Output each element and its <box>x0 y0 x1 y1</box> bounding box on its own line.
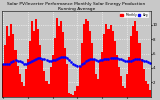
Bar <box>54 38 56 96</box>
Bar <box>138 43 140 96</box>
Bar <box>91 43 93 96</box>
Bar <box>140 59 143 96</box>
Bar <box>72 95 74 96</box>
Bar <box>12 34 14 96</box>
Bar <box>14 50 16 96</box>
Bar <box>134 21 136 96</box>
Bar <box>124 88 126 96</box>
Bar <box>62 32 64 96</box>
Bar <box>29 41 31 96</box>
Bar <box>4 45 6 96</box>
Bar <box>136 31 138 96</box>
Bar <box>120 76 122 96</box>
Bar <box>10 24 12 96</box>
Bar <box>6 26 8 96</box>
Bar <box>27 59 29 96</box>
Bar <box>97 79 99 96</box>
Bar <box>56 18 58 96</box>
Bar <box>58 26 60 96</box>
Bar <box>50 67 52 96</box>
Bar <box>70 94 72 96</box>
Bar <box>35 19 37 96</box>
Bar <box>64 48 66 96</box>
Bar <box>116 55 118 96</box>
Bar <box>118 67 120 96</box>
Bar <box>60 21 62 96</box>
Bar <box>143 69 145 96</box>
Bar <box>25 69 27 96</box>
Bar <box>103 34 105 96</box>
Bar <box>37 29 39 96</box>
Bar <box>126 74 128 96</box>
Bar <box>52 55 54 96</box>
Legend: Monthly, Avg: Monthly, Avg <box>120 12 149 18</box>
Bar <box>21 82 23 96</box>
Bar <box>79 66 81 96</box>
Bar <box>89 31 91 96</box>
Bar <box>122 86 124 96</box>
Bar <box>112 31 114 96</box>
Bar <box>8 36 10 96</box>
Bar <box>87 21 89 96</box>
Bar <box>68 93 70 96</box>
Bar <box>99 61 101 96</box>
Bar <box>114 41 116 96</box>
Bar <box>101 52 103 96</box>
Bar <box>23 86 25 96</box>
Bar <box>2 64 4 96</box>
Bar <box>85 19 87 96</box>
Bar <box>48 84 50 96</box>
Title: Solar PV/Inverter Performance Monthly Solar Energy Production Running Average: Solar PV/Inverter Performance Monthly So… <box>7 2 146 11</box>
Bar <box>83 24 85 96</box>
Bar <box>105 24 108 96</box>
Bar <box>41 60 43 96</box>
Bar <box>132 26 134 96</box>
Bar <box>76 86 79 96</box>
Bar <box>145 81 147 96</box>
Bar <box>81 43 83 96</box>
Bar <box>95 74 97 96</box>
Bar <box>147 84 149 96</box>
Bar <box>93 59 95 96</box>
Bar <box>43 72 45 96</box>
Bar <box>74 91 76 96</box>
Bar <box>130 36 132 96</box>
Bar <box>16 66 19 96</box>
Bar <box>33 31 35 96</box>
Bar <box>45 81 48 96</box>
Bar <box>109 25 112 96</box>
Bar <box>39 45 41 96</box>
Bar <box>66 64 68 96</box>
Bar <box>108 29 109 96</box>
Bar <box>128 57 130 96</box>
Bar <box>19 74 21 96</box>
Bar <box>149 90 151 96</box>
Bar <box>31 21 33 96</box>
